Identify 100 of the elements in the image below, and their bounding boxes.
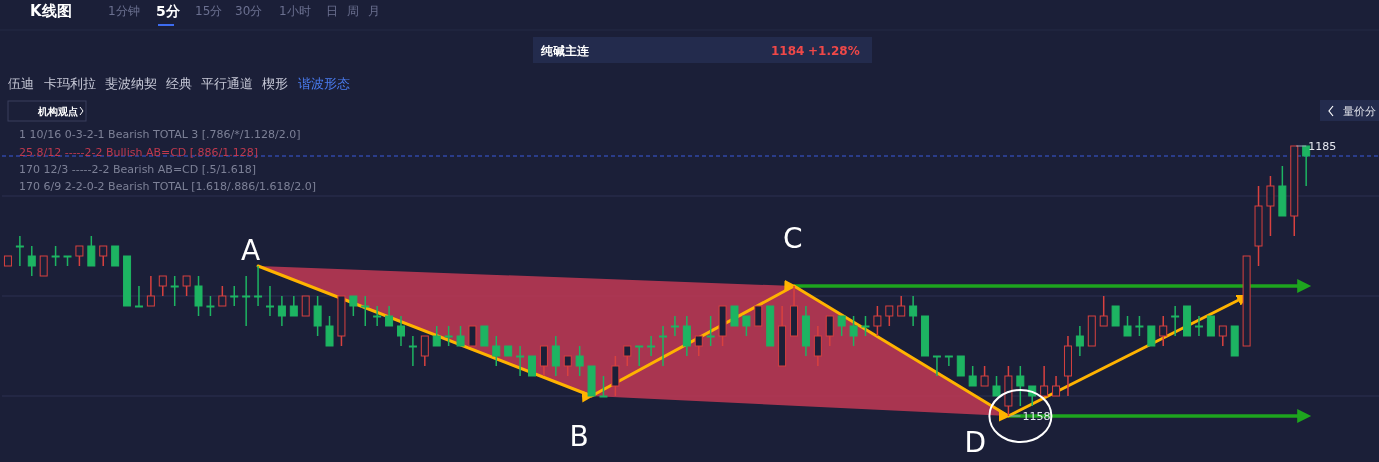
candlestick [158, 275, 167, 297]
candlestick [873, 305, 882, 337]
candlestick [385, 305, 394, 327]
text: 楔形 [262, 76, 288, 91]
text: 30分 [235, 4, 263, 18]
annotation: 25.8/12 -----2-2 Bullish AB=CD [.886/1.128] [19, 146, 259, 159]
candlestick [885, 305, 894, 327]
candlestick [480, 325, 489, 347]
text: D [964, 426, 986, 459]
text: 1184 [771, 44, 805, 58]
text: 15分 [195, 4, 223, 18]
candlestick [51, 245, 60, 267]
candlestick [968, 365, 977, 387]
candlestick [1040, 365, 1049, 397]
candlestick [349, 295, 358, 317]
candlestick [932, 355, 941, 377]
candlestick [313, 295, 322, 337]
candlestick [99, 245, 108, 267]
candlestick [325, 315, 334, 347]
candlestick [254, 265, 263, 307]
candlestick [134, 285, 143, 308]
candlestick [611, 355, 620, 397]
candlestick [468, 325, 477, 347]
text: 周 [347, 4, 359, 18]
candlestick [956, 355, 965, 377]
candlestick [909, 295, 918, 327]
candlestick [1099, 295, 1108, 327]
candlestick [754, 305, 763, 327]
candlestick [242, 275, 251, 327]
candlestick [670, 315, 679, 337]
candlestick [599, 375, 608, 398]
candlestick [992, 375, 1001, 397]
text: +1.28% [808, 44, 860, 58]
candlestick [1218, 325, 1227, 347]
candlestick [373, 305, 382, 327]
candlestick [361, 295, 370, 327]
candlestick [1206, 315, 1215, 337]
candlestick [1266, 175, 1275, 237]
candlestick [27, 245, 36, 277]
chart-title: 纯碱主连 [540, 44, 590, 58]
candlestick [15, 235, 24, 267]
candlestick [1159, 315, 1168, 347]
candlestick [396, 315, 405, 347]
candlestick [825, 315, 834, 347]
candlestick [432, 325, 441, 347]
candlestick [1194, 315, 1203, 337]
text: 机构观点 [37, 106, 78, 117]
text: 5分 [156, 3, 181, 19]
candlestick [182, 275, 191, 297]
candlestick [87, 235, 96, 267]
text: K线图 [30, 2, 72, 20]
text: 1分钟 [108, 4, 140, 18]
candlestick [635, 345, 644, 367]
candlestick [980, 365, 989, 387]
candlestick [551, 335, 560, 377]
candlestick [111, 245, 120, 267]
candlestick [408, 335, 417, 367]
candlestick [682, 315, 691, 357]
candlestick [849, 315, 858, 347]
candlestick [659, 325, 668, 367]
text: B [569, 420, 589, 453]
candlestick [301, 295, 310, 317]
candlestick [861, 315, 870, 337]
annotation: A [241, 234, 261, 267]
text: 日 [326, 4, 338, 18]
annotation: 170 12/3 -----2-2 Bearish AB=CD [.5/1.618] [19, 163, 257, 176]
candlestick [277, 295, 286, 327]
candlestick [730, 305, 739, 327]
candlestick [1052, 375, 1061, 397]
text: 经典 [166, 76, 192, 91]
candlestick [75, 245, 84, 267]
annotation: 170 6/9 2-2-0-2 Bearish TOTAL [1.618/.886/1.618/2.0] [19, 180, 316, 193]
text: 月 [368, 4, 380, 18]
candlestick [1075, 325, 1084, 357]
candlestick [420, 335, 429, 367]
candlestick [1016, 365, 1025, 407]
candlestick [694, 335, 703, 357]
candlestick [194, 275, 203, 317]
text: 谐波形态 [298, 76, 350, 91]
candlestick [444, 325, 453, 347]
candlestick [528, 355, 536, 377]
candlestick [563, 355, 572, 377]
candlestick [1302, 145, 1311, 187]
candlestick [1135, 315, 1144, 337]
candlestick [1111, 305, 1120, 327]
text: 卡玛利拉 [44, 76, 96, 91]
candlestick [1147, 325, 1156, 347]
text: 平行通道 [201, 76, 253, 91]
candlestick [289, 295, 298, 317]
candlestick [539, 345, 548, 377]
candlestick [647, 335, 656, 357]
candlestick [813, 325, 822, 367]
candlestick [170, 275, 179, 307]
candlestick [575, 345, 584, 377]
candlestick [837, 315, 846, 337]
text: 1 10/16 0-3-2-1 Bearish TOTAL 3 [.786/*/1.128/2.0] [19, 128, 301, 141]
candlestick [742, 315, 751, 337]
candlestick [623, 345, 632, 367]
candlestick [492, 335, 501, 367]
text: 伍迪 [8, 76, 34, 91]
